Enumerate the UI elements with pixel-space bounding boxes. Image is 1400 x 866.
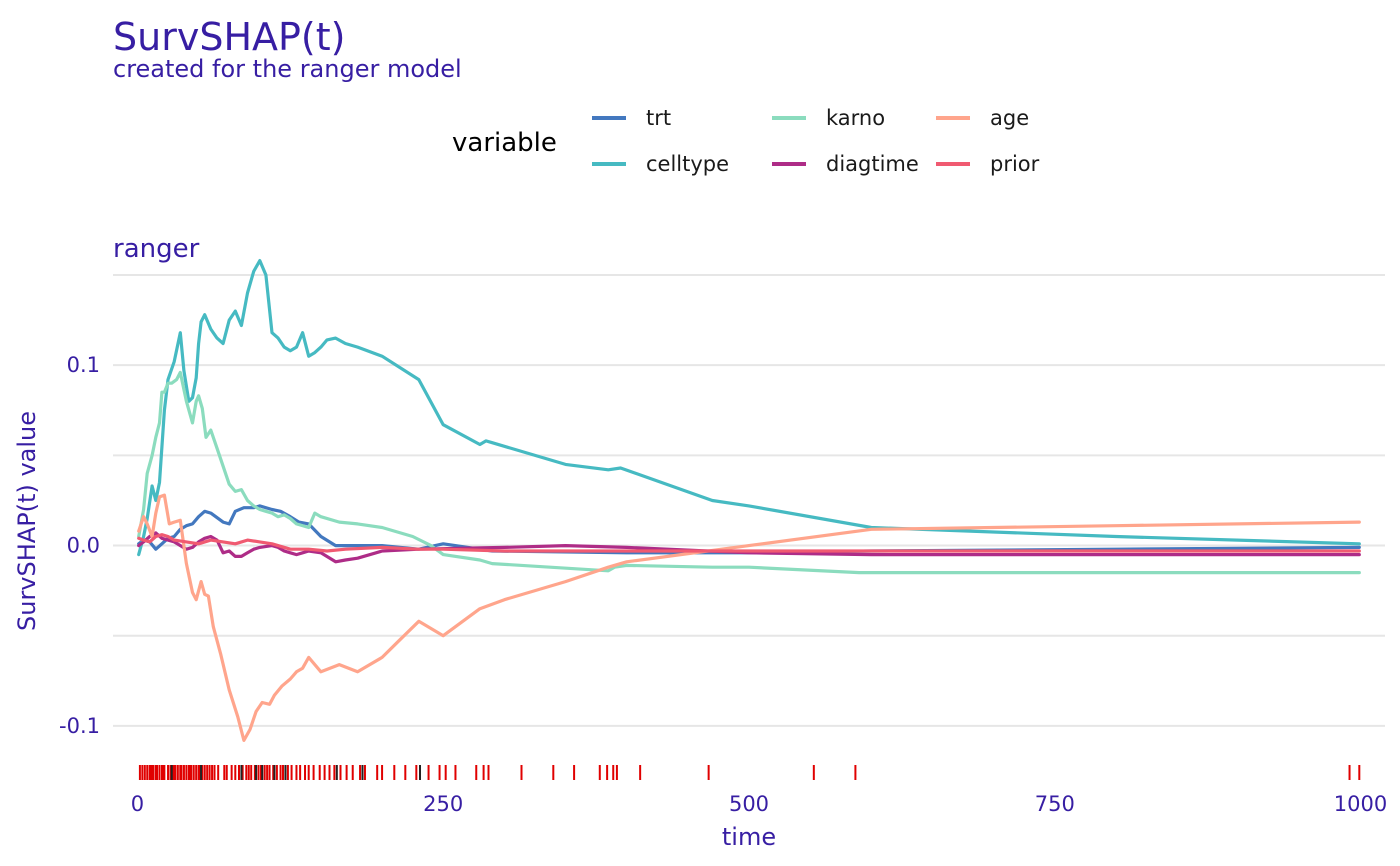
y-tick-label: 0.1 — [67, 353, 100, 377]
legend-title: variable — [452, 128, 557, 158]
x-tick-labels: 0 250 500 750 1000 — [131, 792, 1387, 816]
y-tick-label: -0.1 — [59, 714, 100, 738]
y-tick-labels: -0.1 0.0 0.1 — [59, 353, 100, 738]
series-line-age — [137, 493, 1361, 742]
chart-subtitle: created for the ranger model — [113, 55, 462, 83]
x-tick-label: 0 — [131, 792, 144, 816]
x-tick-label: 1000 — [1334, 792, 1387, 816]
x-axis-title: time — [722, 823, 776, 851]
series-line-prior — [137, 533, 1361, 553]
x-tick-label: 500 — [729, 792, 769, 816]
series-lines — [137, 259, 1361, 742]
panel-label: ranger — [113, 234, 200, 264]
legend-label-celltype: celltype — [646, 152, 729, 176]
x-tick-label: 750 — [1035, 792, 1075, 816]
legend-label-prior: prior — [990, 152, 1040, 176]
legend: variable trt celltype karno diagtime age prio… — [452, 106, 1040, 176]
y-tick-label: 0.0 — [67, 534, 100, 558]
event-rug — [138, 765, 1361, 780]
legend-label-karno: karno — [826, 106, 885, 130]
legend-label-diagtime: diagtime — [826, 152, 919, 176]
series-line-celltype — [137, 259, 1361, 557]
legend-label-trt: trt — [646, 106, 671, 130]
chart-title: SurvSHAP(t) — [113, 15, 345, 59]
x-tick-label: 250 — [423, 792, 463, 816]
legend-label-age: age — [990, 106, 1029, 130]
y-axis-title: SurvSHAP(t) value — [13, 411, 41, 631]
series-line-karno — [137, 370, 1361, 575]
